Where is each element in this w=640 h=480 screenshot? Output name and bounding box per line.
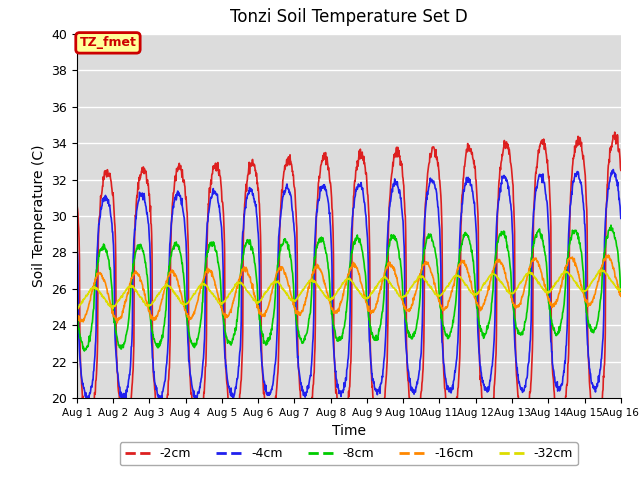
Y-axis label: Soil Temperature (C): Soil Temperature (C) [31, 145, 45, 287]
Text: TZ_fmet: TZ_fmet [79, 36, 136, 49]
X-axis label: Time: Time [332, 424, 366, 438]
Legend: -2cm, -4cm, -8cm, -16cm, -32cm: -2cm, -4cm, -8cm, -16cm, -32cm [120, 442, 578, 465]
Title: Tonzi Soil Temperature Set D: Tonzi Soil Temperature Set D [230, 9, 468, 26]
